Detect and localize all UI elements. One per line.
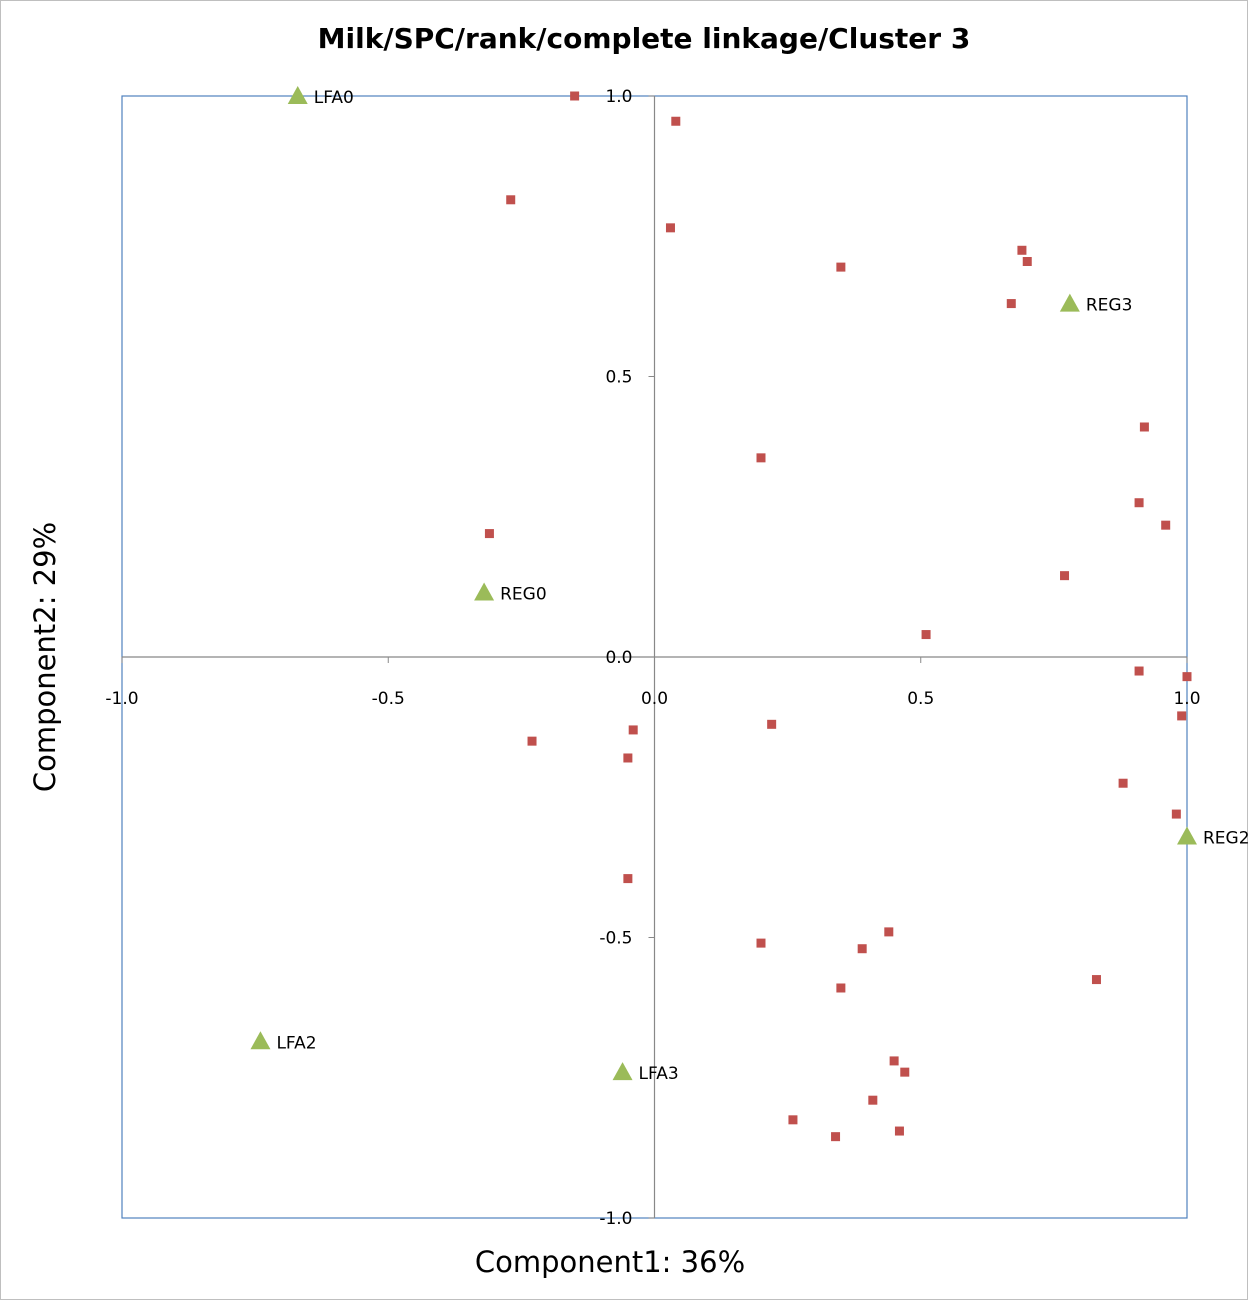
point-label: REG2 — [1203, 829, 1249, 849]
x-tick-label: -1.0 — [105, 689, 138, 709]
square-point — [884, 927, 894, 937]
square-point — [894, 1126, 904, 1136]
square-point — [1134, 666, 1144, 676]
square-point — [1017, 245, 1027, 255]
triangle-point — [474, 582, 495, 601]
triangle-point — [612, 1062, 633, 1081]
point-label: LFA3 — [639, 1064, 679, 1084]
chart-title: Milk/SPC/rank/complete linkage/Cluster 3 — [318, 22, 971, 55]
square-point — [767, 719, 777, 729]
square-point — [836, 983, 846, 993]
square-point — [857, 944, 867, 954]
y-tick-label: 1.0 — [605, 87, 632, 107]
triangle-point — [287, 86, 308, 104]
point-label: REG0 — [500, 584, 547, 604]
square-point — [1161, 520, 1171, 530]
triangle-point — [1177, 826, 1197, 845]
data-points: LFA0 REG3 REG0 REG2 LFA2 LFA3 — [250, 86, 1249, 1142]
square-point — [570, 91, 580, 101]
point-label: LFA2 — [276, 1033, 316, 1053]
square-point — [756, 938, 766, 948]
x-axis-title: Component1: 36% — [475, 1245, 745, 1279]
square-point — [756, 453, 766, 463]
square-point — [921, 630, 931, 640]
square-point — [1182, 672, 1192, 682]
x-tick-label: 1.0 — [1173, 689, 1200, 709]
square-point — [1177, 711, 1187, 721]
tick-labels: -1.0 -0.5 0.0 0.5 1.0 1.0 0.5 0.0 -0.5 -1.0 — [105, 87, 1200, 1229]
x-tick-label: 0.5 — [907, 689, 934, 709]
square-point — [1022, 256, 1032, 266]
square-point — [628, 725, 638, 735]
y-tick-label: 0.5 — [605, 368, 632, 388]
square-point — [788, 1115, 798, 1125]
y-tick-label: 0.0 — [605, 648, 632, 668]
y-tick-label: -1.0 — [599, 1209, 632, 1229]
square-point — [484, 529, 494, 539]
square-point — [1134, 498, 1144, 508]
square-point — [671, 116, 681, 126]
square-point — [623, 753, 633, 763]
square-point — [1139, 422, 1149, 432]
y-tick-label: -0.5 — [599, 929, 632, 949]
square-point — [900, 1067, 910, 1077]
point-label: LFA0 — [314, 88, 354, 108]
square-point — [665, 223, 675, 233]
square-point — [831, 1132, 841, 1142]
triangle-point — [250, 1031, 271, 1050]
square-point — [868, 1095, 878, 1105]
square-point — [1091, 975, 1101, 985]
square-point — [1171, 809, 1181, 819]
triangle-point — [1059, 293, 1080, 312]
square-point — [1060, 571, 1070, 581]
point-label: REG3 — [1086, 296, 1133, 316]
x-tick-label: 0.0 — [641, 689, 668, 709]
square-point — [1118, 778, 1128, 788]
square-point — [506, 195, 516, 205]
x-tick-label: -0.5 — [372, 689, 405, 709]
y-axis-title: Component2: 29% — [28, 522, 62, 792]
square-point — [889, 1056, 899, 1066]
square-point — [623, 874, 633, 884]
square-point — [527, 736, 537, 746]
axes — [121, 95, 1188, 1219]
square-point — [1006, 299, 1016, 309]
square-point — [836, 262, 846, 272]
